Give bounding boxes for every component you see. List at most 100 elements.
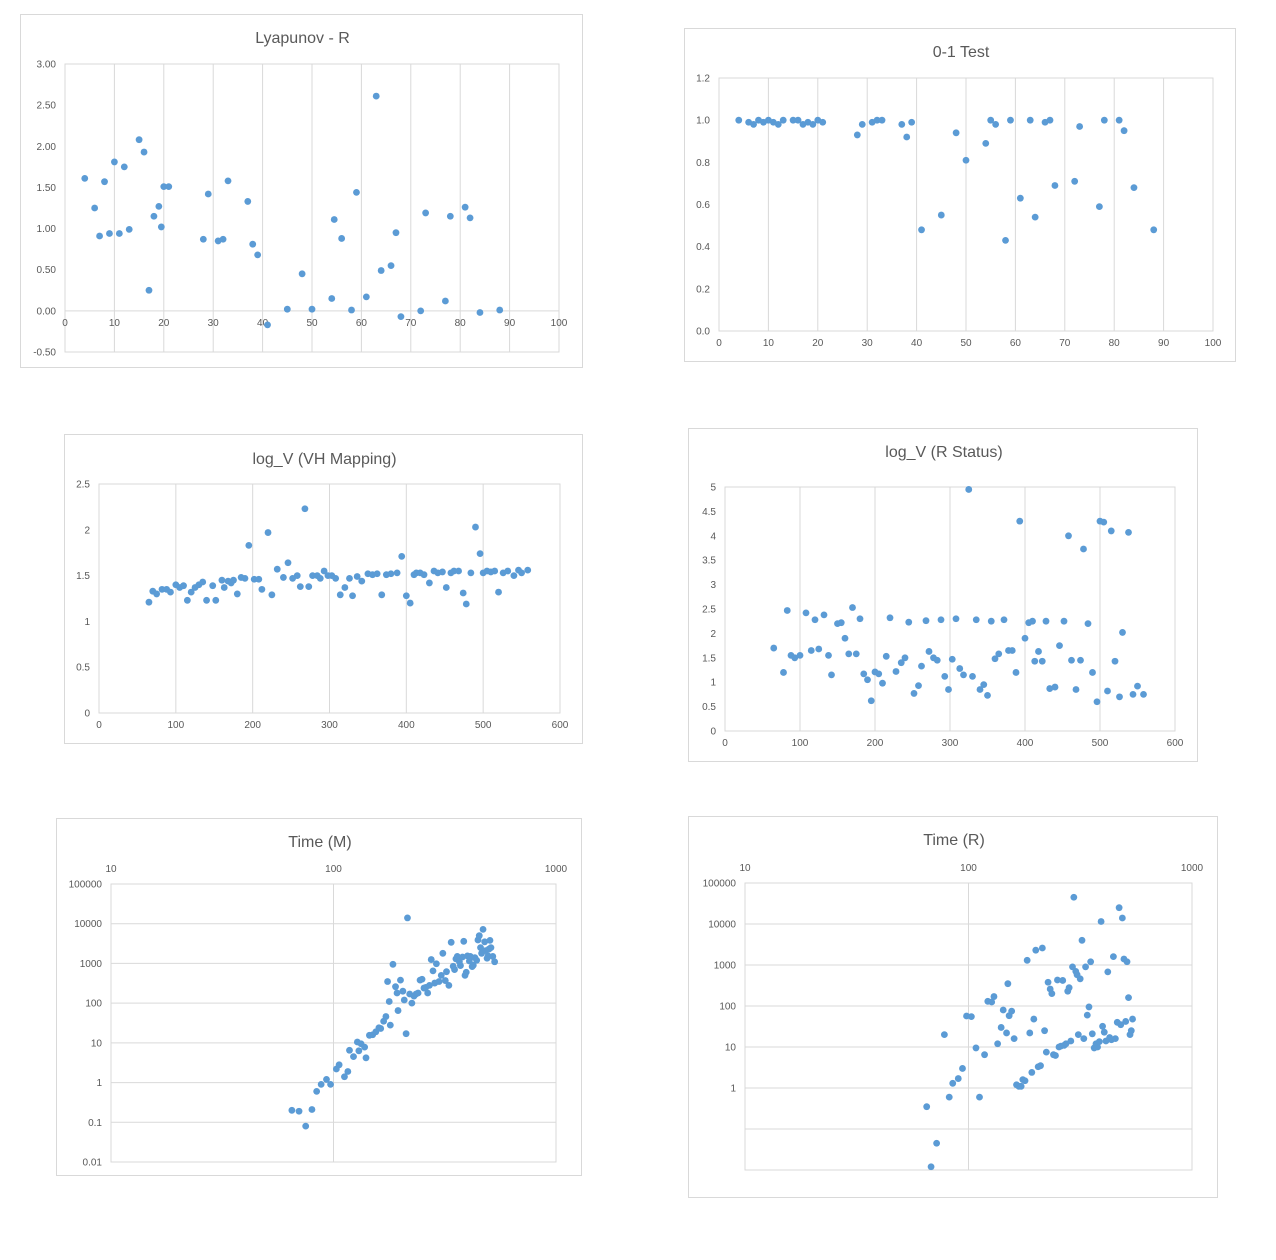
data-point [518, 569, 525, 577]
x-tick-label: 1000 [1181, 863, 1204, 874]
data-point [1117, 1021, 1125, 1029]
chart-lyapunov-r: Lyapunov - R 0 10 20 30 40 50 60 70 80 90 100 -0.50 0… [20, 14, 583, 368]
data-point [160, 183, 168, 191]
data-point [898, 120, 906, 128]
data-point [1070, 893, 1078, 901]
data-point [991, 655, 999, 663]
y-tick-label: 2.50 [37, 101, 57, 112]
data-point [353, 573, 361, 580]
data-point [111, 158, 118, 166]
data-point [965, 486, 973, 493]
data-point [425, 579, 433, 587]
y-tick-label: 100000 [69, 880, 103, 891]
data-point [481, 938, 489, 946]
data-point [1080, 1035, 1088, 1043]
data-point [858, 120, 866, 128]
y-tick-label: 1000 [80, 959, 103, 970]
data-point [155, 202, 163, 210]
data-point [341, 1073, 348, 1081]
data-point [864, 676, 871, 684]
data-point [1000, 616, 1008, 624]
data-point [341, 584, 349, 591]
data-point [1021, 1077, 1029, 1085]
data-point [1104, 968, 1112, 976]
data-point [802, 609, 810, 617]
data-point [1089, 669, 1096, 676]
data-point [338, 235, 346, 242]
data-point [362, 1054, 370, 1062]
data-point [923, 1103, 931, 1111]
data-point [335, 1061, 343, 1069]
data-point [1010, 1035, 1018, 1043]
data-point [284, 559, 292, 567]
data-point [382, 1013, 390, 1020]
data-point [811, 616, 819, 624]
data-point [897, 659, 905, 667]
data-point [96, 232, 103, 240]
data-point [203, 596, 210, 604]
data-point [1125, 994, 1132, 1002]
data-point [1074, 1031, 1082, 1039]
y-tick-label: 1 [96, 1078, 102, 1089]
data-point [336, 591, 344, 599]
data-point [386, 1021, 394, 1029]
data-point [1068, 656, 1075, 664]
data-point [459, 589, 467, 597]
data-point [941, 672, 949, 680]
data-point [496, 306, 504, 314]
data-point [995, 650, 1003, 658]
data-point [447, 938, 455, 946]
data-point [908, 118, 916, 126]
y-tick-label: 0.8 [696, 158, 710, 169]
data-point [791, 654, 799, 662]
data-point [972, 1044, 980, 1052]
y-tick-label: 1 [730, 1084, 736, 1095]
y-tick-label: 1 [84, 617, 90, 628]
data-point [789, 116, 797, 124]
y-tick-label: 4.5 [702, 507, 716, 518]
data-point [976, 1093, 983, 1101]
data-point [373, 570, 381, 578]
data-point [1078, 936, 1086, 944]
data-point [825, 651, 832, 659]
y-tick-label: 0.2 [696, 284, 710, 295]
data-point [157, 223, 165, 231]
data-point [486, 937, 494, 944]
data-point [1072, 686, 1080, 693]
data-point [1115, 116, 1123, 124]
data-point [982, 139, 990, 147]
data-point [879, 679, 886, 687]
data-point [355, 1047, 363, 1055]
data-point [1016, 194, 1024, 202]
data-point [451, 966, 458, 973]
chart-title: log_V (VH Mapping) [252, 451, 396, 468]
data-point [1032, 946, 1040, 954]
data-point [230, 576, 237, 584]
data-point [937, 616, 945, 624]
data-point [462, 968, 470, 976]
data-point [346, 574, 353, 582]
data-point [915, 682, 922, 690]
data-point [397, 313, 405, 321]
data-point [283, 305, 291, 313]
data-point [796, 651, 804, 659]
data-point [1119, 629, 1126, 636]
data-point [1067, 1037, 1075, 1045]
data-point [1125, 528, 1132, 536]
data-point [903, 133, 911, 141]
data-point [1118, 914, 1126, 922]
data-point [1095, 203, 1103, 211]
data-point [1042, 617, 1050, 625]
data-point [933, 656, 941, 664]
data-point [443, 968, 450, 976]
data-point [219, 235, 227, 243]
data-point [954, 1075, 962, 1082]
chart-log-v-r-status: log_V (R Status) 0 100 200 300 400 500 600 0 0.5 1… [688, 428, 1198, 762]
data-point [910, 690, 918, 697]
data-point [901, 654, 909, 662]
data-point [1059, 977, 1067, 984]
data-point [199, 235, 207, 243]
data-point [233, 590, 241, 598]
x-tick-label: 100 [792, 738, 809, 749]
data-point [491, 958, 499, 966]
